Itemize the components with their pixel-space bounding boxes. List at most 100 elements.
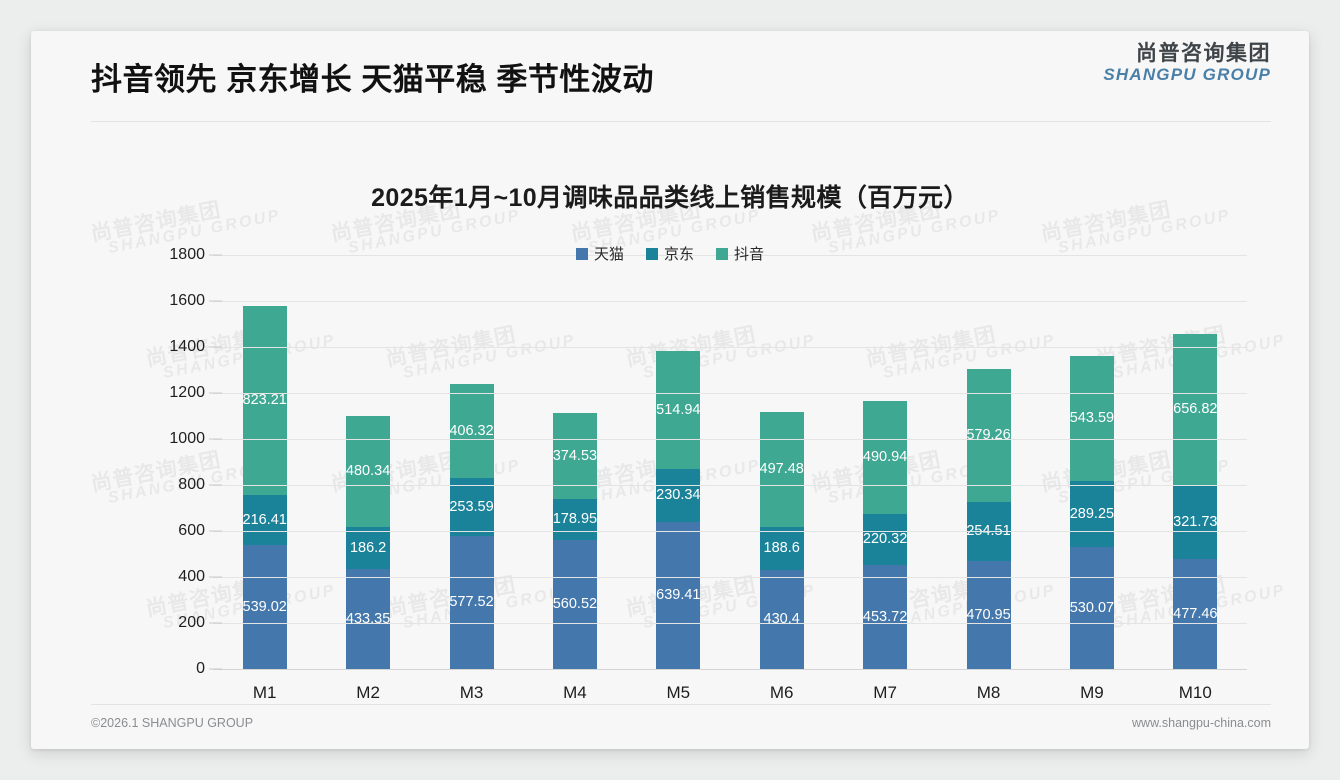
- bar-segment-京东[interactable]: 188.6: [759, 526, 804, 571]
- bar-segment-抖音[interactable]: 480.34: [346, 416, 390, 527]
- bar-segment-京东[interactable]: 220.32: [863, 513, 907, 565]
- bar-segment-天猫[interactable]: 477.46: [1173, 559, 1217, 669]
- bar-group[interactable]: 530.07 289.25 543.59: [1070, 255, 1114, 669]
- x-axis-tick-label: M3: [459, 683, 484, 702]
- bar-segment-京东[interactable]: 178.95: [552, 498, 598, 541]
- y-axis-tick-label: 0: [196, 660, 205, 677]
- bar-group[interactable]: 433.35 186.2 480.34: [346, 255, 390, 669]
- x-axis-tick-label: M8: [976, 683, 1001, 702]
- bar-segment-抖音[interactable]: 656.82: [1173, 334, 1218, 486]
- bar-segment-抖音[interactable]: 497.48: [759, 412, 804, 527]
- bar-value-label: 656.82: [1173, 401, 1218, 418]
- brand-logo-cn: 尚普咨询集团: [1136, 42, 1271, 65]
- bar-value-label: 530.07: [1069, 599, 1115, 616]
- legend-item-抖音[interactable]: 抖音: [716, 243, 764, 264]
- y-gridline: [213, 255, 1247, 256]
- y-tick-mark-icon: [209, 668, 222, 670]
- page-title: 抖音领先 京东增长 天猫平稳 季节性波动: [91, 62, 654, 97]
- y-axis-tick-label: 1000: [169, 430, 205, 447]
- bar-segment-抖音[interactable]: 579.26: [966, 368, 1011, 503]
- y-axis-tick-label: 600: [178, 522, 205, 539]
- brand-logo-en: SHANGPU GROUP: [1103, 65, 1271, 85]
- bar-segment-京东[interactable]: 230.34: [656, 468, 700, 522]
- bar-group[interactable]: 639.41 230.34 514.94: [656, 255, 700, 669]
- bar-segment-抖音[interactable]: 823.21: [242, 305, 287, 496]
- legend-item-天猫[interactable]: 天猫: [575, 243, 624, 264]
- bar-segment-天猫[interactable]: 560.52: [553, 540, 597, 669]
- bar-group[interactable]: 477.46 321.73 656.82: [1173, 255, 1217, 669]
- bar-value-label: 514.94: [656, 401, 701, 418]
- bar-segment-天猫[interactable]: 539.02: [243, 545, 287, 669]
- bar-value-label: 216.41: [242, 511, 287, 528]
- bar-value-label: 253.59: [449, 498, 494, 515]
- bar-value-label: 490.94: [862, 449, 908, 466]
- bar-value-label: 188.6: [763, 540, 800, 557]
- bar-group[interactable]: 560.52 178.95 374.53: [553, 255, 597, 669]
- bar-segment-抖音[interactable]: 514.94: [656, 350, 701, 469]
- bar-segment-抖音[interactable]: 374.53: [553, 412, 597, 499]
- bar-value-label: 497.48: [759, 461, 804, 478]
- bar-segment-天猫[interactable]: 470.95: [966, 560, 1011, 669]
- y-axis-tick-label: 800: [178, 476, 205, 493]
- bar-segment-天猫[interactable]: 530.07: [1070, 547, 1114, 669]
- bar-value-label: 470.95: [966, 606, 1011, 623]
- bar-segment-天猫[interactable]: 453.72: [862, 564, 908, 669]
- footer-copyright: ©2026.1 SHANGPU GROUP: [91, 716, 254, 730]
- bar-group[interactable]: 430.4 188.6 497.48: [760, 255, 804, 669]
- bar-segment-京东[interactable]: 216.41: [242, 495, 287, 546]
- bar-group[interactable]: 470.95 254.51 579.26: [966, 255, 1011, 669]
- slide-card: 尚普咨询集团 SHANGPU GROUP 尚普咨询集团 SHANGPU GROUP 尚普…: [31, 31, 1309, 749]
- slide-header: 抖音领先 京东增长 天猫平稳 季节性波动 尚普咨询集团 SHANGPU GROU…: [31, 31, 1309, 122]
- bar-value-label: 579.26: [966, 427, 1011, 444]
- bar-value-label: 453.72: [862, 608, 908, 625]
- x-axis-tick-label: M4: [563, 683, 587, 702]
- legend-swatch-icon: [575, 247, 588, 260]
- bar-segment-天猫[interactable]: 639.41: [656, 521, 701, 669]
- bar-segment-京东[interactable]: 253.59: [449, 477, 494, 537]
- y-tick-mark-icon: [209, 622, 222, 624]
- chart-plot-area: 539.02 216.41 823.21 433.35 186.2 480.34 577.5…: [31, 31, 1309, 749]
- bar-group[interactable]: 453.72 220.32 490.94: [863, 255, 907, 669]
- y-axis-tick-label: 400: [178, 568, 205, 585]
- legend-label: 天猫: [593, 246, 624, 263]
- bar-value-label: 639.41: [656, 587, 701, 604]
- x-axis-tick-label: M10: [1178, 683, 1212, 702]
- y-tick-mark-icon: [209, 484, 222, 486]
- bar-segment-天猫[interactable]: 430.4: [759, 570, 804, 669]
- bar-segment-京东[interactable]: 289.25: [1070, 480, 1114, 548]
- bar-group[interactable]: 577.52 253.59 406.32: [449, 255, 494, 669]
- footer-website: www.shangpu-china.com: [1132, 716, 1271, 730]
- y-axis-tick-label: 200: [178, 614, 205, 631]
- bar-segment-京东[interactable]: 186.2: [346, 526, 391, 570]
- bar-value-label: 543.59: [1069, 409, 1115, 426]
- y-gridline: [213, 623, 1247, 624]
- bar-segment-天猫[interactable]: 577.52: [449, 536, 494, 669]
- y-tick-mark-icon: [209, 392, 222, 394]
- x-axis-tick-label: M2: [356, 683, 380, 702]
- y-gridline: [213, 393, 1247, 394]
- bar-value-label: 560.52: [552, 596, 598, 613]
- bar-segment-抖音[interactable]: 406.32: [449, 384, 494, 478]
- bar-value-label: 186.2: [349, 539, 387, 556]
- y-gridline: [213, 531, 1247, 532]
- legend-item-京东[interactable]: 京东: [645, 243, 694, 264]
- bar-segment-天猫[interactable]: 433.35: [346, 569, 390, 669]
- bar-value-label: 539.02: [242, 598, 287, 615]
- chart-legend: 天猫 京东 抖音: [31, 243, 1309, 264]
- y-gridline: [213, 669, 1247, 670]
- x-axis-tick-label: M6: [769, 683, 794, 702]
- bar-segment-抖音[interactable]: 543.59: [1069, 355, 1115, 481]
- legend-label: 抖音: [734, 246, 765, 263]
- bar-group[interactable]: 539.02 216.41 823.21: [243, 255, 287, 669]
- bar-segment-京东[interactable]: 321.73: [1173, 485, 1218, 560]
- y-axis-tick-label: 1200: [169, 384, 205, 401]
- legend-swatch-icon: [716, 247, 728, 260]
- bar-segment-抖音[interactable]: 490.94: [863, 401, 907, 514]
- y-gridline: [213, 485, 1247, 486]
- legend-swatch-icon: [645, 247, 658, 260]
- brand-logo: 尚普咨询集团 SHANGPU GROUP: [1103, 42, 1271, 85]
- bar-value-label: 823.21: [242, 392, 287, 409]
- bar-value-label: 178.95: [552, 511, 598, 528]
- y-gridline: [213, 347, 1247, 348]
- bar-value-label: 321.73: [1173, 513, 1218, 530]
